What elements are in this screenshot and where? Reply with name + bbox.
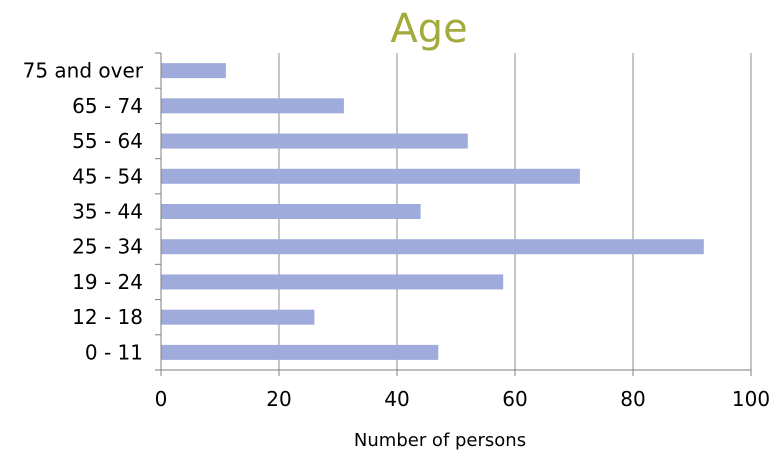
y-category-label-9: 75 and over: [23, 59, 144, 83]
x-tick-label-40: 40: [384, 387, 409, 411]
bar-5: [161, 204, 421, 219]
bars: [161, 63, 704, 360]
bar-3: [161, 274, 504, 290]
y-category-label-8: 65 - 74: [72, 94, 143, 118]
y-category-label-4: 25 - 34: [72, 235, 143, 259]
x-tick-label-60: 60: [502, 387, 527, 411]
bar-4: [161, 239, 704, 255]
y-category-label-2: 12 - 18: [72, 305, 143, 329]
chart-title: Age: [390, 6, 467, 52]
y-category-label-6: 45 - 54: [72, 164, 143, 188]
bar-6: [161, 168, 580, 184]
y-category-label-3: 19 - 24: [72, 270, 143, 294]
bar-1: [161, 344, 439, 360]
y-category-label-7: 55 - 64: [72, 129, 143, 153]
x-tick-label-80: 80: [620, 387, 645, 411]
axes: [155, 52, 752, 376]
bar-7: [161, 133, 468, 149]
axis-labels: 0 20 40 60 80 100 0 - 11 12 - 18 19 - 24 25 - 34 3…: [23, 59, 770, 411]
y-category-label-5: 35 - 44: [72, 200, 143, 224]
bar-8: [161, 98, 344, 114]
x-axis-title: Number of persons: [354, 430, 526, 451]
bar-2: [161, 309, 315, 325]
y-category-label-1: 0 - 11: [85, 340, 143, 364]
bar-9: [161, 63, 226, 79]
x-tick-label-0: 0: [155, 387, 168, 411]
x-tick-label-20: 20: [266, 387, 291, 411]
x-tick-label-100: 100: [732, 387, 770, 411]
